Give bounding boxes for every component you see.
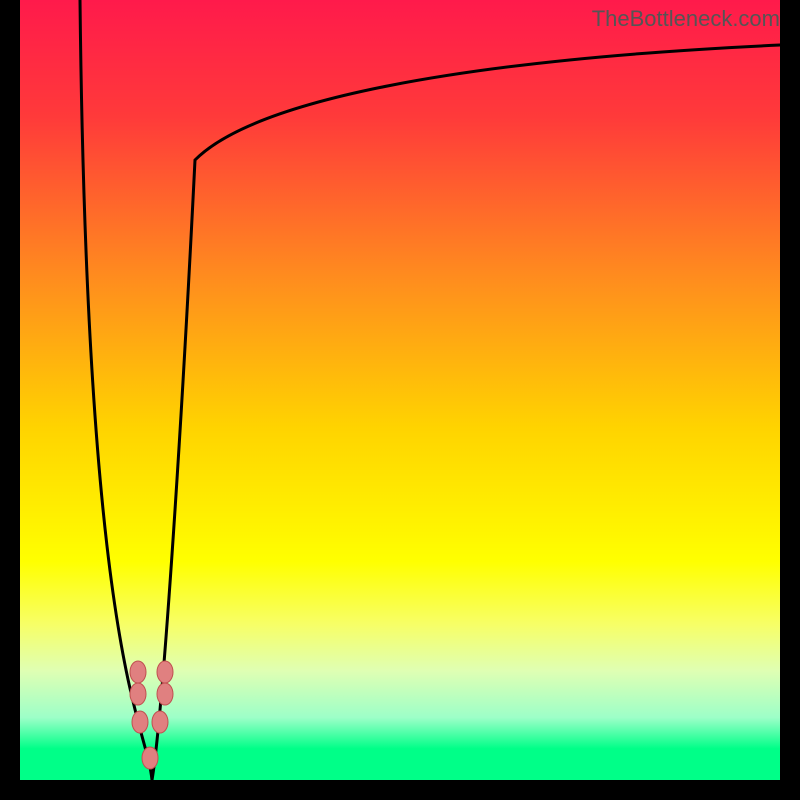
data-marker (130, 683, 146, 705)
chart-container: TheBottleneck.com (0, 0, 800, 800)
data-marker (157, 661, 173, 683)
data-marker (142, 747, 158, 769)
bottleneck-plot (0, 0, 800, 800)
data-marker (152, 711, 168, 733)
data-marker (130, 661, 146, 683)
data-marker (132, 711, 148, 733)
watermark-text: TheBottleneck.com (592, 6, 780, 32)
data-marker (157, 683, 173, 705)
